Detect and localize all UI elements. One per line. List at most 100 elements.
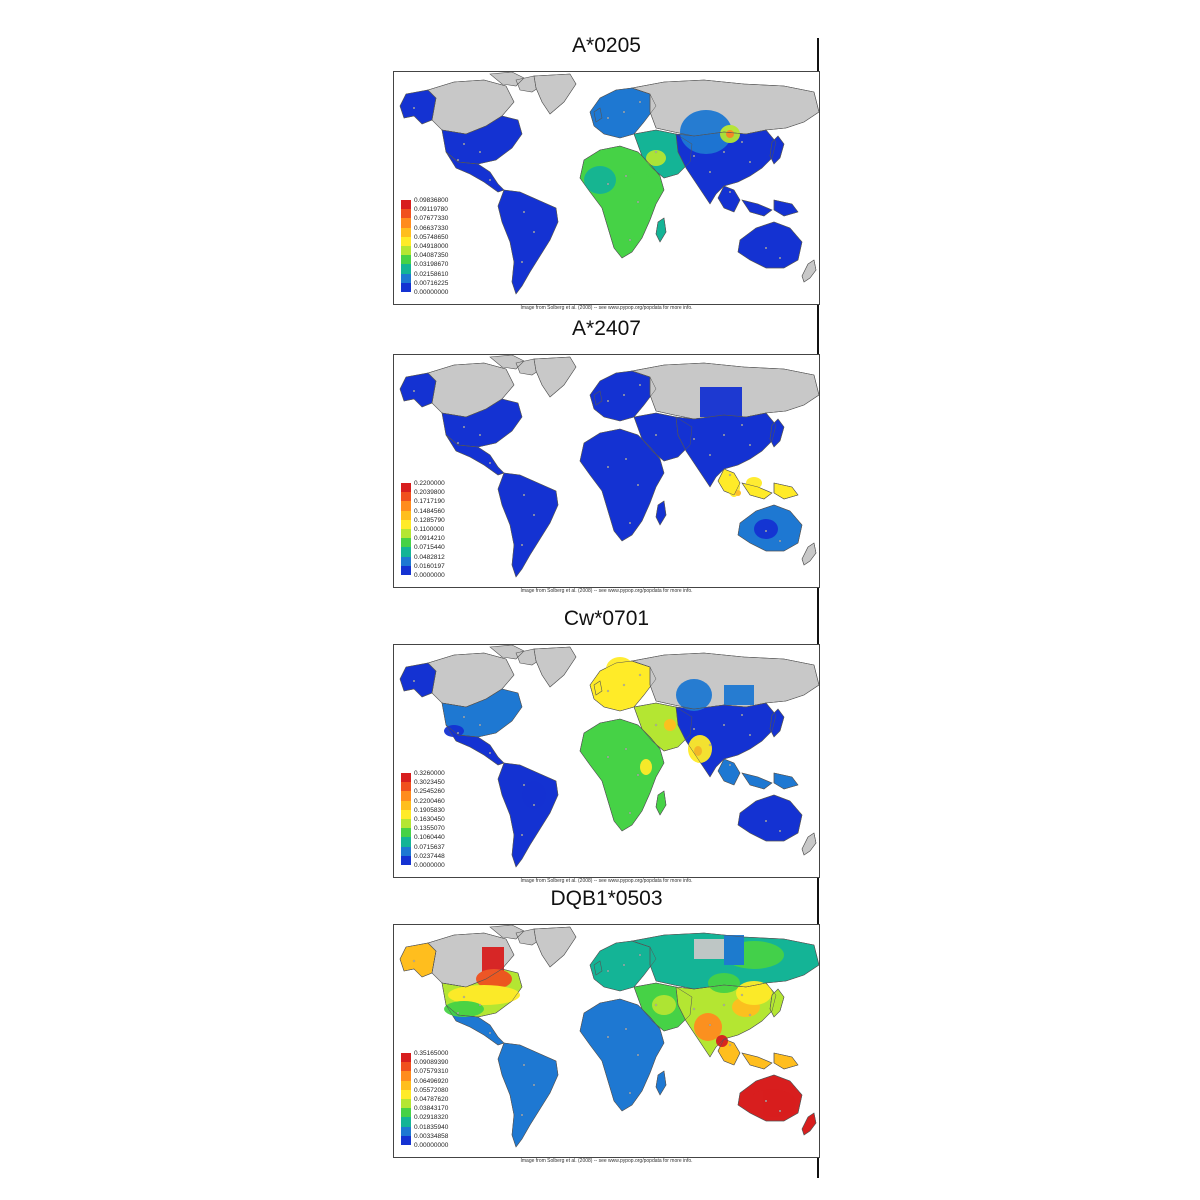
china-yellow: [736, 981, 772, 1005]
sample-point: [708, 1023, 712, 1027]
legend-swatch: [401, 828, 411, 838]
legend-label: 0.0160197: [414, 562, 445, 570]
outline-samerica: [497, 472, 559, 578]
sample-point: [520, 543, 524, 547]
legend-label: 0.0000000: [414, 862, 445, 869]
sample-point: [462, 425, 466, 429]
legend-label: 0.01835940: [414, 1123, 449, 1131]
legend-swatch: [401, 855, 411, 865]
sample-point: [728, 1043, 732, 1047]
map-frame: 0.3260000 0.3023450 0.2545260 0.2200460 0.19…: [393, 644, 820, 878]
sample-point: [654, 723, 658, 727]
sample-point: [728, 190, 732, 194]
sample-point: [624, 457, 628, 461]
world-map-svg: [394, 72, 819, 304]
sample-point: [456, 731, 460, 735]
sample-point: [622, 393, 626, 397]
legend-label: 0.2200460: [414, 797, 445, 805]
legend-swatch: [401, 218, 411, 228]
sample-point: [728, 473, 732, 477]
land-uk: [593, 680, 603, 696]
outline-russia: [631, 932, 819, 990]
east-africa-green: [626, 172, 654, 212]
sample-point: [606, 116, 610, 120]
land-uk: [593, 960, 603, 976]
land-uk: [593, 107, 603, 123]
outline-asia: [675, 702, 777, 778]
legend-swatch: [401, 782, 411, 792]
overlays: [444, 657, 754, 809]
outline-mideast: [633, 129, 693, 179]
outline-australia: [737, 1074, 803, 1122]
outline-japan: [769, 988, 785, 1018]
legend-label: 0.1484560: [414, 507, 445, 515]
borneo-yellow: [746, 477, 762, 489]
legend-swatch: [401, 282, 411, 292]
map-title: A*0205: [572, 34, 641, 57]
sample-point: [606, 689, 610, 693]
outline-africa: [579, 718, 665, 832]
sample-point: [522, 783, 526, 787]
sample-point: [622, 110, 626, 114]
outline-japan: [769, 418, 785, 448]
outline-australia: [737, 794, 803, 842]
sample-point: [748, 1013, 752, 1017]
sample-point: [606, 755, 610, 759]
legend-swatch: [401, 236, 411, 246]
outline-australia: [737, 504, 803, 552]
outline-greenland: [533, 646, 577, 688]
sample-point: [488, 751, 492, 755]
mideast-yellow: [646, 150, 666, 166]
outline-nz: [801, 1112, 817, 1136]
map-panel: DQB1*0503 0.35165000 0.09089390 0.07579310 0…: [393, 885, 820, 1164]
color-legend: 0.35165000 0.09089390 0.07579310 0.06496920…: [401, 1050, 461, 1149]
sample-point: [708, 453, 712, 457]
sample-point: [638, 953, 642, 957]
legend-swatch: [401, 1135, 411, 1145]
sample-point: [606, 465, 610, 469]
sample-point: [520, 1113, 524, 1117]
sample-point: [748, 443, 752, 447]
overlays: [584, 110, 740, 252]
sample-point: [622, 963, 626, 967]
sample-point: [692, 1007, 696, 1011]
outline-seasia: [717, 758, 799, 790]
world-map-svg: [394, 645, 819, 877]
sample-point: [462, 715, 466, 719]
outline-europe: [589, 87, 657, 139]
legend-swatch: [401, 1089, 411, 1099]
sample-point: [478, 150, 482, 154]
sample-point: [636, 1053, 640, 1057]
legend-label: 0.3260000: [414, 770, 445, 777]
outline-mideast: [633, 702, 693, 752]
outline-madagascar: [655, 1070, 667, 1096]
legend-label: 0.1630450: [414, 816, 445, 823]
legend-swatch: [401, 529, 411, 539]
legend-label: 0.03843170: [414, 1105, 449, 1113]
coast-outlines: [399, 73, 819, 295]
legend-label: 0.2545260: [414, 788, 445, 796]
sample-point: [692, 154, 696, 158]
sample-points: [412, 383, 782, 547]
legend-label: 0.0914210: [414, 535, 445, 543]
legend-label: 0.03198670: [414, 261, 449, 269]
legend-label: 0.06637330: [414, 224, 449, 232]
legend-label: 0.07579310: [414, 1068, 449, 1076]
sample-point: [778, 256, 782, 260]
legend-label: 0.02158610: [414, 270, 449, 278]
sample-point: [622, 683, 626, 687]
legend-label: 0.1717190: [414, 498, 445, 506]
sample-point: [624, 1027, 628, 1031]
outline-samerica: [497, 762, 559, 868]
overlays: [700, 387, 778, 539]
legend-label: 0.1100000: [414, 526, 445, 533]
legend-swatch: [401, 1053, 411, 1063]
east-siberia-teal: [724, 935, 744, 965]
outline-asia: [675, 982, 777, 1058]
legend-swatch: [401, 1099, 411, 1109]
legend-label: 0.1905830: [414, 806, 445, 814]
sample-point: [412, 959, 416, 963]
legend-swatch: [401, 1117, 411, 1127]
siberia-block: [700, 387, 742, 417]
outline-asia: [675, 412, 777, 488]
